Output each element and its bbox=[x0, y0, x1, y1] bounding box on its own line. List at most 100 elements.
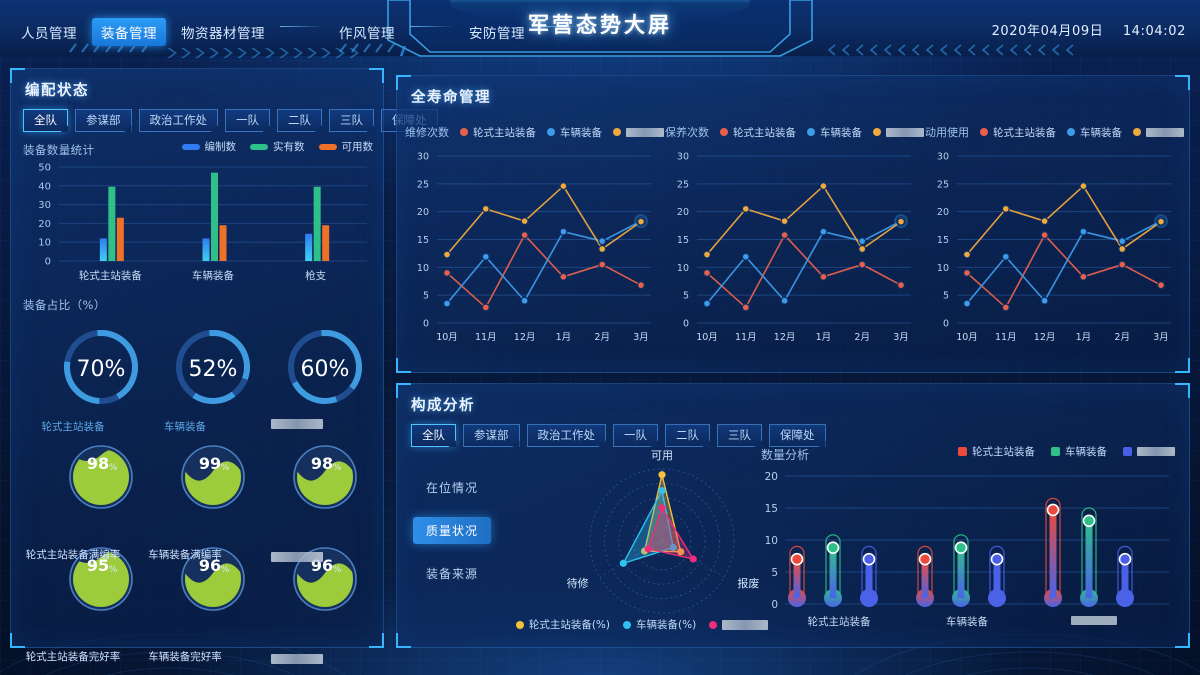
svg-text:3月: 3月 bbox=[1153, 332, 1169, 343]
nav-item-personnel[interactable]: 人员管理 bbox=[21, 26, 77, 42]
svg-text:10: 10 bbox=[677, 263, 689, 274]
side-tab-source[interactable]: 装备来源 bbox=[426, 567, 479, 581]
app-header: 人员管理 装备管理 物资器材管理 作风管理 安防管理 军营态势大屏 2020年0… bbox=[0, 0, 1200, 58]
legend-group-usage: 动用使用 轮式主站装备 车辆装备 bbox=[925, 124, 1185, 140]
svg-text:15: 15 bbox=[677, 235, 689, 246]
svg-text:%: % bbox=[333, 463, 342, 473]
quantity-analysis-label: 数量分析 bbox=[761, 448, 810, 462]
svg-text:5: 5 bbox=[771, 567, 778, 579]
filter-chip-political[interactable]: 政治工作处 bbox=[138, 109, 218, 133]
svg-text:52%: 52% bbox=[189, 357, 238, 382]
svg-text:待修: 待修 bbox=[567, 576, 589, 590]
legend-repair-vehicle: 车辆装备 bbox=[547, 125, 602, 140]
comp-filter-chips[interactable]: 全队 参谋部 政治工作处 一队 二队 三队 保障处 bbox=[411, 424, 826, 448]
svg-text:2月: 2月 bbox=[594, 332, 610, 343]
left-filter-chips[interactable]: 全队 参谋部 政治工作处 一队 二队 三队 保障处 bbox=[23, 109, 438, 133]
liquid-gauge-label bbox=[241, 649, 353, 668]
liquid-gauge-label bbox=[241, 547, 353, 566]
svg-text:30: 30 bbox=[677, 152, 689, 163]
svg-text:10: 10 bbox=[765, 535, 778, 547]
main-navigation[interactable]: 人员管理 装备管理 物资器材管理 作风管理 安防管理 bbox=[12, 18, 584, 46]
svg-text:20: 20 bbox=[417, 207, 429, 218]
radar-legend: 轮式主站装备(%) 车辆装备(%) bbox=[492, 617, 792, 632]
qlegend-wheeled: 轮式主站装备 bbox=[958, 444, 1035, 459]
left-panel-title: 编配状态 bbox=[25, 83, 89, 99]
quantity-analysis-bar-chart: 0 5 10 15 20 轮式主站装备 车辆装备 bbox=[765, 471, 1169, 628]
svg-text:轮式主站装备: 轮式主站装备 bbox=[79, 269, 142, 282]
comp-filter-chip-staff[interactable]: 参谋部 bbox=[463, 424, 520, 448]
svg-text:10: 10 bbox=[937, 263, 949, 274]
radar-legend-wheeled: 轮式主站装备(%) bbox=[515, 617, 610, 632]
svg-text:2月: 2月 bbox=[1114, 332, 1130, 343]
liquid-gauge-label: 轮式主站装备完好率 bbox=[25, 651, 121, 663]
svg-text:3月: 3月 bbox=[893, 332, 909, 343]
svg-text:20: 20 bbox=[937, 207, 949, 218]
svg-text:%: % bbox=[221, 463, 230, 473]
svg-text:报废: 报废 bbox=[737, 576, 759, 590]
nav-item-equipment[interactable]: 装备管理 bbox=[92, 18, 166, 46]
svg-text:1月: 1月 bbox=[556, 332, 572, 343]
svg-text:%: % bbox=[109, 463, 118, 473]
radar-legend-vehicle: 车辆装备(%) bbox=[623, 617, 696, 632]
legend-item-authorized: 编制数 bbox=[181, 139, 236, 154]
comp-filter-chip-team3[interactable]: 三队 bbox=[717, 424, 762, 448]
nav-item-conduct[interactable]: 作风管理 bbox=[339, 26, 395, 42]
legend-repair-wheeled: 轮式主站装备 bbox=[460, 125, 536, 140]
legend-item-actual: 实有数 bbox=[250, 139, 305, 154]
life-panel-title: 全寿命管理 bbox=[411, 90, 491, 106]
nav-item-materials[interactable]: 物资器材管理 bbox=[181, 26, 265, 42]
svg-text:20: 20 bbox=[765, 471, 778, 483]
legend-item-available: 可用数 bbox=[318, 139, 373, 154]
repair-count-line-chart: 0 5 10 15 20 25 30 10月 11月 12月 1月 2月 3月 bbox=[417, 152, 651, 343]
comp-filter-chip-support[interactable]: 保障处 bbox=[769, 424, 826, 448]
svg-text:10月: 10月 bbox=[956, 332, 978, 343]
svg-text:25: 25 bbox=[677, 179, 689, 190]
svg-text:15: 15 bbox=[417, 235, 429, 246]
svg-text:96: 96 bbox=[199, 556, 221, 575]
side-tab-presence[interactable]: 在位情况 bbox=[426, 481, 479, 495]
svg-text:%: % bbox=[221, 565, 230, 575]
svg-text:12月: 12月 bbox=[514, 332, 536, 343]
svg-text:10: 10 bbox=[38, 238, 51, 249]
svg-text:%: % bbox=[109, 565, 118, 575]
svg-text:25: 25 bbox=[417, 179, 429, 190]
svg-text:98: 98 bbox=[311, 454, 333, 473]
svg-text:30: 30 bbox=[937, 152, 949, 163]
filter-chip-team1[interactable]: 一队 bbox=[225, 109, 270, 133]
svg-text:15: 15 bbox=[765, 503, 778, 515]
radar-side-tabs[interactable]: 在位情况 质量状况 装备来源 bbox=[413, 474, 492, 587]
liquid-gauge-group: 98% 99% 98 %95% 96% 96% bbox=[69, 445, 357, 611]
svg-text:20: 20 bbox=[677, 207, 689, 218]
comp-filter-chip-all[interactable]: 全队 bbox=[411, 424, 456, 448]
comp-filter-chip-political[interactable]: 政治工作处 bbox=[526, 424, 606, 448]
comp-filter-chip-team2[interactable]: 二队 bbox=[665, 424, 710, 448]
svg-text:60%: 60% bbox=[301, 357, 350, 382]
nav-item-security[interactable]: 安防管理 bbox=[469, 26, 525, 42]
svg-text:99: 99 bbox=[199, 454, 221, 473]
liquid-gauge-labels-row1: 轮式主站装备满编率 车辆装备满编率 bbox=[17, 547, 377, 566]
legend-maint-vehicle: 车辆装备 bbox=[807, 125, 862, 140]
legend-usage-wheeled: 轮式主站装备 bbox=[980, 125, 1056, 140]
comp-filter-chip-team1[interactable]: 一队 bbox=[613, 424, 658, 448]
legend-repair-redacted bbox=[613, 127, 664, 137]
filter-chip-team3[interactable]: 三队 bbox=[329, 109, 374, 133]
svg-text:1月: 1月 bbox=[816, 332, 832, 343]
header-decoration bbox=[15, 0, 1074, 58]
liquid-gauge-label: 轮式主站装备满编率 bbox=[25, 549, 121, 561]
svg-text:11月: 11月 bbox=[995, 332, 1017, 343]
datetime-display: 2020年04月09日 14:04:02 bbox=[992, 20, 1186, 39]
svg-text:70%: 70% bbox=[77, 357, 126, 382]
side-tab-quality[interactable]: 质量状况 bbox=[413, 517, 492, 544]
legend-group-maintenance: 保养次数 轮式主站装备 车辆装备 bbox=[665, 124, 925, 140]
usage-count-line-chart: 0 5 10 15 20 25 30 10月 11月 12月 1月 2月 3月 bbox=[937, 152, 1171, 343]
svg-text:25: 25 bbox=[937, 179, 949, 190]
svg-text:10: 10 bbox=[417, 263, 429, 274]
svg-text:50: 50 bbox=[38, 163, 51, 174]
filter-chip-staff[interactable]: 参谋部 bbox=[75, 109, 132, 133]
deployment-status-panel: 编配状态 全队 参谋部 政治工作处 一队 二队 三队 保障处 装备数量统计 编制… bbox=[10, 68, 438, 664]
filter-chip-all[interactable]: 全队 bbox=[23, 109, 68, 133]
ratio-section-label: 装备占比（%） bbox=[23, 298, 106, 312]
filter-chip-team2[interactable]: 二队 bbox=[277, 109, 322, 133]
svg-text:30: 30 bbox=[417, 152, 429, 163]
